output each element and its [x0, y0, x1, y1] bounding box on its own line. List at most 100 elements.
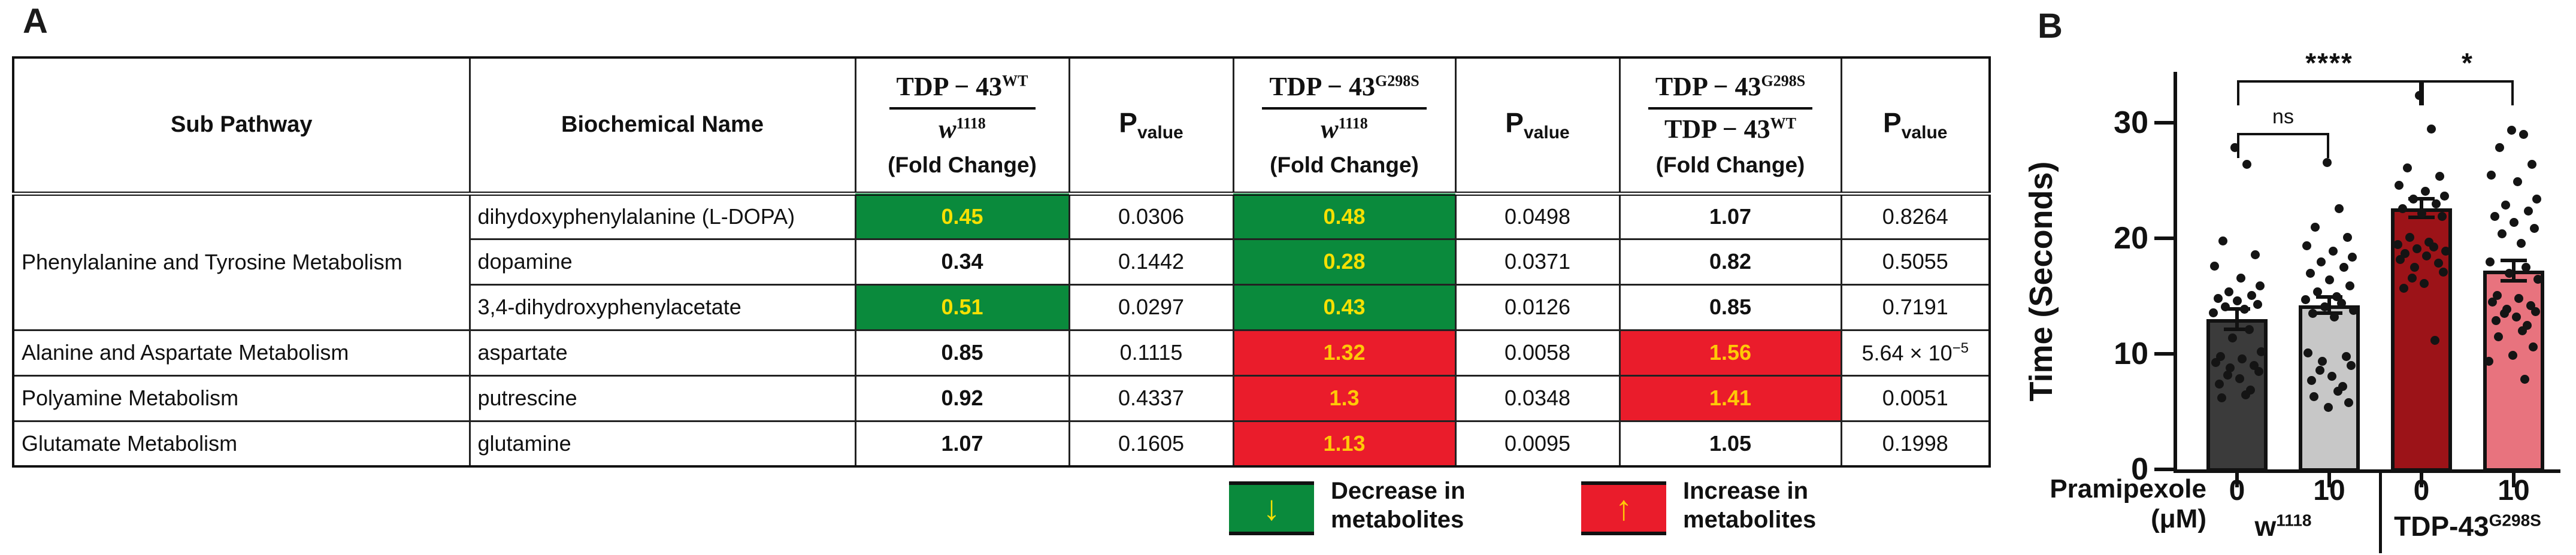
data-point — [2345, 281, 2354, 291]
x-tick-mark — [2512, 473, 2516, 487]
data-point — [2337, 299, 2346, 308]
legend-item-decrease: ↓ Decrease in metabolites — [1229, 477, 1466, 535]
group-label-w1118: w1118 — [2254, 511, 2312, 542]
p-value-cell: 0.1605 — [1068, 420, 1234, 468]
data-point — [2303, 348, 2312, 358]
data-point — [2344, 398, 2353, 408]
data-point — [2324, 402, 2333, 412]
data-point — [2333, 386, 2342, 396]
y-tick-mark — [2154, 236, 2174, 240]
fold-change-cell: 1.07 — [1618, 192, 1842, 240]
x-tick-mark — [2235, 473, 2239, 487]
data-point — [2427, 124, 2436, 134]
group-label-tdp43: TDP-43G298S — [2394, 511, 2541, 542]
error-bar-cap-top — [2224, 307, 2250, 311]
data-point — [2508, 350, 2517, 360]
sub-pathway-cell: Glutamate Metabolism — [12, 420, 471, 468]
p-value-label: Pvalue — [1119, 107, 1183, 143]
data-point — [2396, 254, 2405, 264]
data-point — [2325, 275, 2334, 285]
header-sub-pathway: Sub Pathway — [12, 56, 471, 196]
fold-change-cell: 1.05 — [1618, 420, 1842, 468]
data-point — [2420, 279, 2429, 289]
data-point — [2217, 393, 2226, 403]
significance-label: ns — [2272, 105, 2294, 128]
data-point — [2530, 223, 2539, 233]
p-value-label: Pvalue — [1883, 107, 1948, 143]
error-bar-line — [2420, 199, 2423, 218]
p-value-cell: 0.7191 — [1840, 283, 1991, 331]
behavior-bar-chart: Time (Seconds) Pramipexole (μM) w1118 TD… — [1994, 0, 2576, 555]
data-point — [2320, 302, 2329, 311]
sub-pathway-cell: Alanine and Aspartate Metabolism — [12, 329, 471, 377]
table-row: dopamine 0.34 0.1442 0.28 0.0371 0.82 0.5055 — [13, 238, 1991, 286]
data-point — [2247, 290, 2256, 300]
data-point — [2228, 333, 2237, 342]
data-point — [2520, 375, 2529, 384]
data-point — [2347, 361, 2356, 371]
increase-swatch: ↑ — [1581, 481, 1666, 535]
y-axis-line — [2174, 72, 2177, 473]
header-pvalue-3: Pvalue — [1840, 56, 1991, 196]
p-value-cell: 0.0348 — [1454, 374, 1621, 422]
data-point — [2211, 357, 2220, 367]
data-point — [2256, 281, 2265, 291]
data-point — [2224, 287, 2233, 296]
data-point — [2517, 238, 2526, 248]
data-point — [2513, 177, 2522, 187]
data-point — [2494, 332, 2503, 342]
ratio-fraction: TDP − 43WT w1118 — [889, 72, 1036, 144]
data-point — [2430, 335, 2439, 345]
data-point — [2533, 274, 2542, 284]
table-body: Phenylalanine and Tyrosine Metabolism dih… — [12, 192, 1991, 468]
p-value-cell: 0.0058 — [1454, 329, 1621, 377]
data-point — [2505, 268, 2514, 278]
data-point — [2429, 242, 2438, 251]
table-row: Phenylalanine and Tyrosine Metabolism dih… — [12, 192, 1991, 331]
data-point — [2484, 356, 2493, 366]
data-point — [2309, 392, 2318, 402]
data-point — [2432, 199, 2441, 209]
data-point — [2422, 251, 2431, 260]
header-label: Sub Pathway — [171, 112, 313, 138]
data-point — [2254, 366, 2263, 376]
table-row: Glutamate Metabolism glutamine 1.07 0.1605 1… — [12, 420, 1991, 468]
data-point — [2343, 233, 2352, 242]
data-point — [2332, 292, 2341, 301]
table-header-row: Sub Pathway Biochemical Name TDP − 43WT … — [12, 56, 1991, 196]
data-point — [2395, 181, 2404, 190]
data-point — [2242, 160, 2251, 169]
fraction-numerator: TDP − 43G298S — [1648, 72, 1813, 110]
error-bar-cap-top — [2316, 295, 2342, 299]
data-point — [2329, 247, 2338, 256]
data-point — [2323, 157, 2332, 167]
data-point — [2330, 313, 2339, 322]
fold-change-cell: 1.32 — [1232, 329, 1457, 377]
data-point — [2408, 273, 2417, 283]
header-ratio-g298s-wt: TDP − 43G298S TDP − 43WT (Fold Change) — [1618, 56, 1842, 196]
p-value-cell: 0.1115 — [1068, 329, 1234, 377]
data-point — [2226, 363, 2235, 373]
data-point — [2439, 267, 2448, 277]
data-point — [2318, 356, 2327, 366]
data-point — [2241, 390, 2250, 399]
data-point — [2486, 257, 2495, 266]
data-point — [2405, 233, 2414, 242]
fold-change-cell: 1.3 — [1232, 374, 1457, 422]
group-divider-line — [2379, 471, 2382, 553]
legend-item-increase: ↑ Increase in metabolites — [1581, 477, 1816, 535]
x-axis-line — [2174, 469, 2560, 473]
biochemical-name-cell: dopamine — [468, 238, 856, 286]
header-label: Biochemical Name — [561, 112, 764, 138]
table-row: 3,4-dihydroxyphenylacetate 0.51 0.0297 0.43… — [13, 283, 1991, 331]
sub-pathway-cell: Phenylalanine and Tyrosine Metabolism — [12, 192, 471, 331]
data-point — [2438, 212, 2447, 222]
data-point — [2245, 325, 2254, 335]
data-point — [2308, 309, 2317, 319]
data-point — [2435, 171, 2444, 181]
header-biochemical-name: Biochemical Name — [468, 56, 856, 196]
p-value-cell: 0.0126 — [1454, 283, 1621, 331]
p-value-cell: 0.1998 — [1840, 420, 1991, 468]
data-point — [2492, 316, 2501, 326]
data-point — [2221, 302, 2230, 311]
